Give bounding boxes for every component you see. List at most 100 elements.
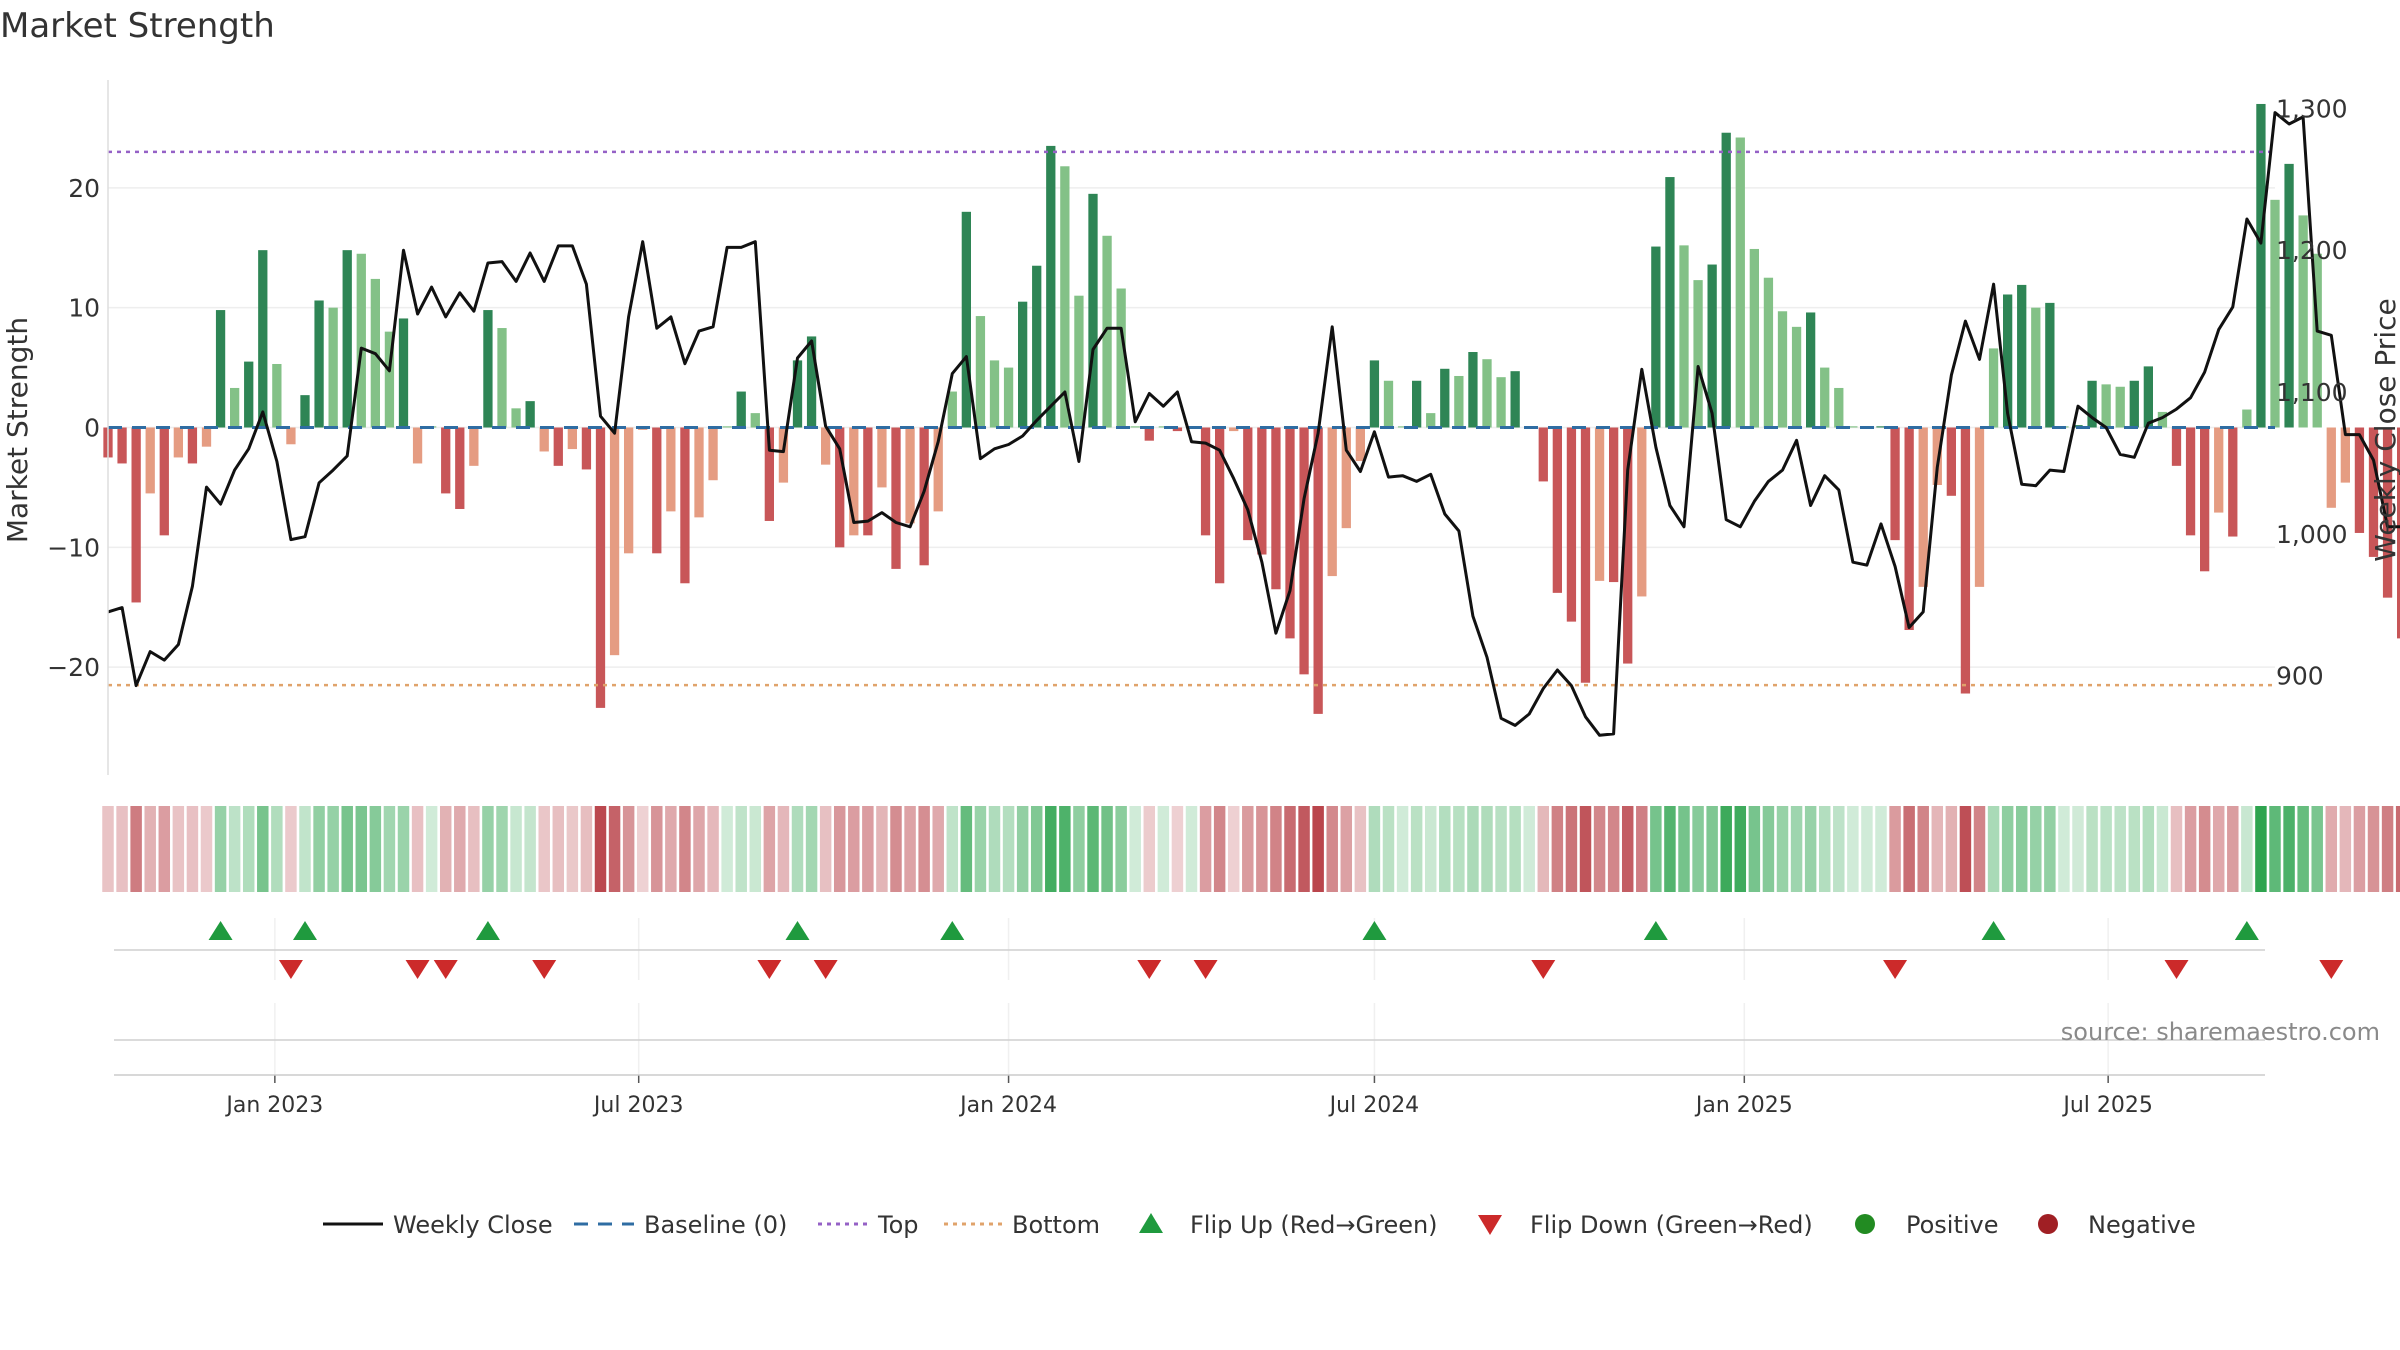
- heat-cell: [1650, 806, 1662, 892]
- flip-markers: [208, 921, 2344, 979]
- y-tick-left-label: −20: [47, 653, 100, 682]
- heat-cell: [299, 806, 311, 892]
- strength-bar: [1974, 427, 1985, 587]
- flip-down-marker: [813, 960, 838, 979]
- strength-bars: [103, 103, 2400, 714]
- strength-bar: [1285, 427, 1295, 639]
- strength-bar: [2368, 427, 2379, 557]
- heat-cell: [2212, 806, 2225, 892]
- strength-bar: [1130, 426, 1140, 428]
- heat-cell: [932, 806, 944, 892]
- heat-cell: [1551, 806, 1564, 892]
- strength-bar: [623, 427, 634, 554]
- strength-bar: [1313, 427, 1323, 714]
- heat-cell: [552, 806, 565, 892]
- legend-positive-dot: [1855, 1214, 1875, 1234]
- heat-cell: [1368, 806, 1381, 892]
- legend-bottom: Bottom: [1012, 1211, 1100, 1239]
- strength-bar: [117, 427, 127, 464]
- strength-bar: [2045, 302, 2055, 428]
- strength-bar: [497, 328, 507, 428]
- heat-cell: [2114, 806, 2126, 892]
- heat-cell: [679, 806, 691, 892]
- y-tick-right-label: 1,100: [2276, 378, 2348, 407]
- heat-cell: [1664, 806, 1676, 892]
- strength-bar: [1623, 427, 1633, 664]
- heat-cell: [1987, 806, 2000, 892]
- heat-cell: [1185, 806, 1198, 892]
- strength-bar: [1369, 360, 1380, 428]
- strength-bar: [764, 427, 775, 521]
- strength-bar: [2129, 380, 2139, 428]
- heat-cell: [1340, 806, 1353, 892]
- heat-cell: [1917, 806, 1929, 892]
- flip-up-marker: [940, 921, 965, 940]
- strength-bar: [1580, 427, 1591, 683]
- strength-bar: [567, 427, 578, 450]
- strength-bar: [1876, 426, 1886, 428]
- y-axis-right-label: Weekly Close Price: [2369, 298, 2400, 561]
- heat-cell: [411, 806, 424, 892]
- heat-cell: [1059, 806, 1071, 892]
- strength-bar: [1960, 427, 1971, 694]
- heat-cell: [2297, 806, 2309, 892]
- heat-cell: [918, 806, 930, 892]
- strength-bar: [1271, 427, 1281, 590]
- heat-cell: [1565, 806, 1578, 892]
- heat-cell: [946, 806, 959, 892]
- strength-bar: [2326, 427, 2336, 508]
- strength-bar: [1229, 427, 1239, 432]
- strength-bar: [1749, 248, 1760, 428]
- heat-cell: [1776, 806, 1789, 892]
- heat-cell: [876, 806, 888, 892]
- strength-bar: [1608, 427, 1619, 583]
- strength-bar: [1355, 427, 1366, 462]
- flip-up-marker: [785, 921, 810, 940]
- axes: 20 10 0 −10 −20 1,300 1,200 1,100 1,000 900 Jan 20…: [47, 80, 2348, 1118]
- strength-bar: [2256, 103, 2266, 428]
- heat-cell: [1692, 806, 1704, 892]
- strength-bar: [1538, 427, 1548, 482]
- heat-cell: [369, 806, 382, 892]
- heat-cell: [1804, 806, 1817, 892]
- strength-bar: [835, 427, 845, 548]
- strength-bar: [609, 427, 620, 656]
- heat-cell: [285, 806, 297, 892]
- heat-cell: [1410, 806, 1423, 892]
- heat-cell: [130, 806, 142, 892]
- heat-cell: [468, 806, 480, 892]
- strength-bar: [1088, 193, 1098, 428]
- strength-bar: [1791, 326, 1802, 428]
- heat-cell: [1256, 806, 1268, 892]
- strength-bar: [2214, 427, 2224, 513]
- strength-bar: [483, 310, 493, 428]
- strength-bar: [300, 395, 310, 428]
- strength-bar: [2199, 427, 2210, 572]
- heat-cell: [1354, 806, 1367, 892]
- strength-bar: [919, 427, 929, 566]
- heat-cell: [1199, 806, 1212, 892]
- heat-cell: [482, 806, 494, 892]
- heat-cell: [1396, 806, 1409, 892]
- x-tick-label: Jan 2023: [224, 1093, 323, 1118]
- strength-bar: [2185, 427, 2196, 536]
- heat-cell: [2381, 806, 2394, 892]
- heat-cell: [1945, 806, 1958, 892]
- flip-down-marker: [1193, 960, 1218, 979]
- strength-bar: [2270, 199, 2280, 428]
- heat-cell: [1678, 806, 1690, 892]
- strength-bar: [1003, 367, 1014, 428]
- heat-cell: [848, 806, 860, 892]
- strength-bar: [1397, 426, 1408, 428]
- strength-bar: [286, 427, 296, 445]
- heat-cell: [1861, 806, 1873, 892]
- strength-bar: [2382, 427, 2393, 598]
- heat-cell: [1607, 806, 1620, 892]
- strength-bar: [1946, 427, 1957, 496]
- heat-cell: [2015, 806, 2028, 892]
- heat-cell: [524, 806, 536, 892]
- heat-cell: [665, 806, 677, 892]
- heat-cell: [1101, 806, 1113, 892]
- strength-bar: [1805, 312, 1816, 428]
